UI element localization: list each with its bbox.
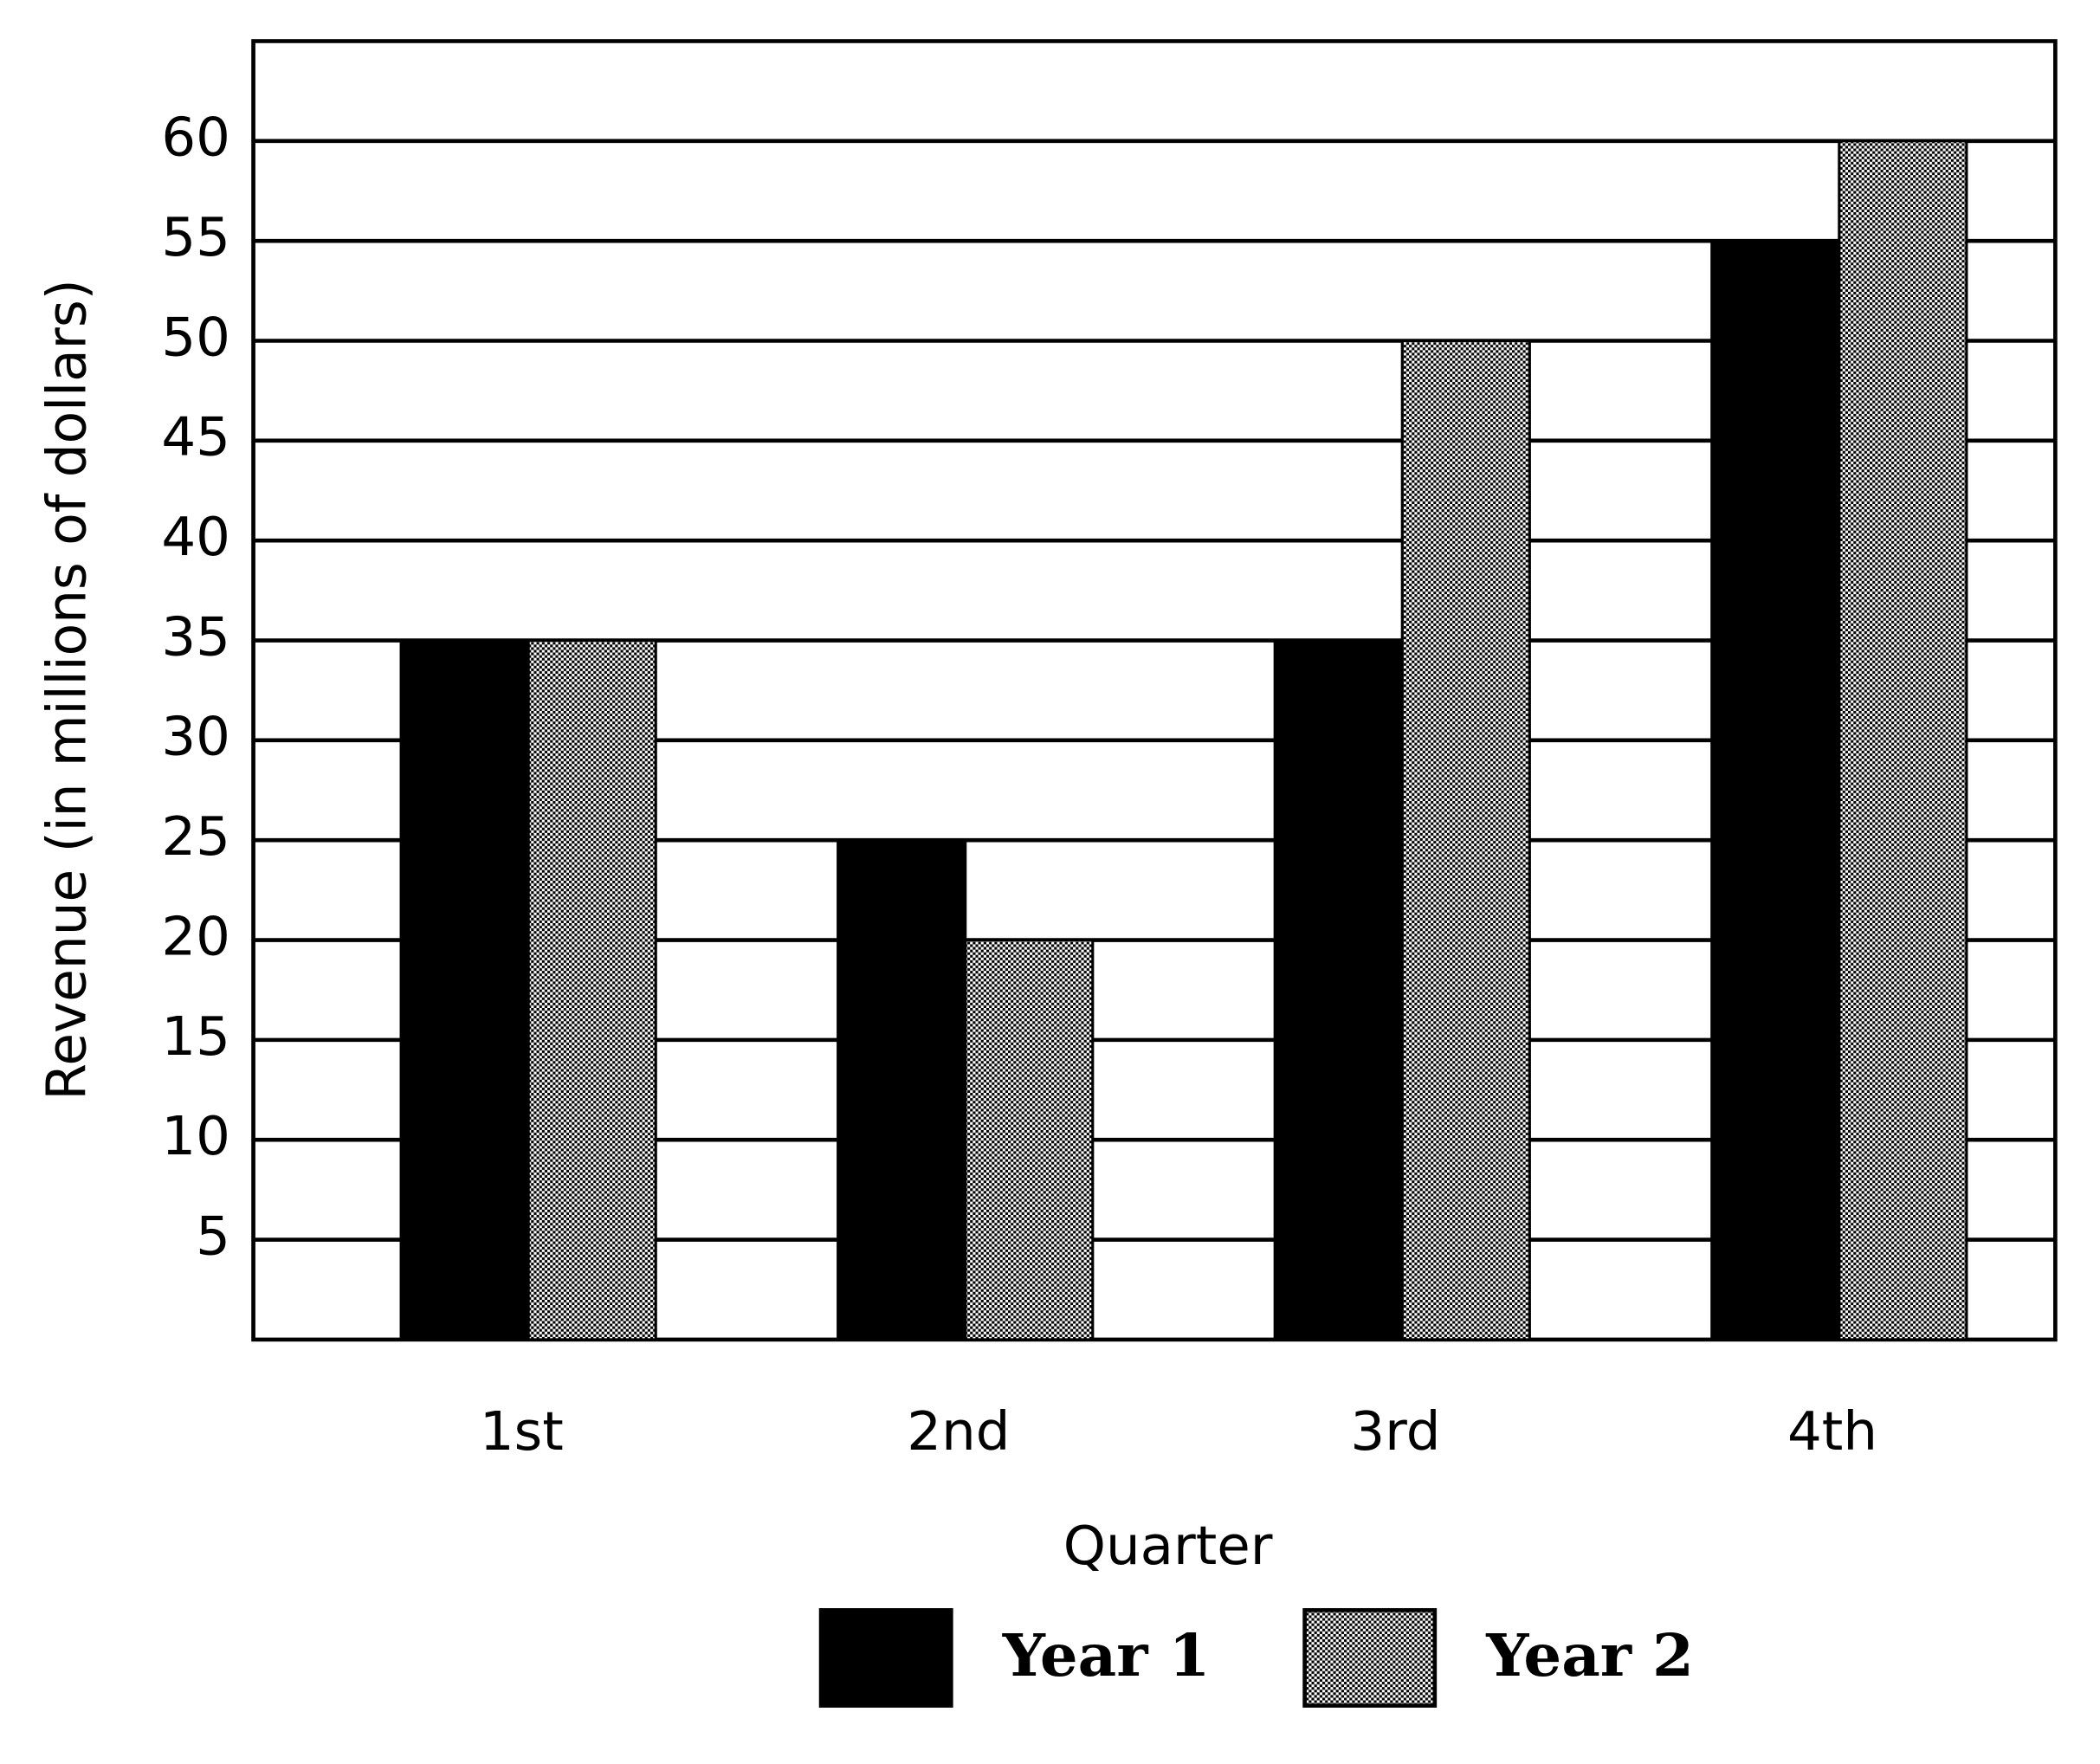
- bar: [837, 838, 967, 1341]
- x-tick-label: 2nd: [907, 1401, 1010, 1463]
- y-tick-label: 45: [161, 406, 230, 468]
- legend-swatch: [818, 1608, 953, 1708]
- legend-label: Year 2: [1485, 1622, 1694, 1690]
- bar: [1710, 239, 1841, 1341]
- y-tick-label: 10: [161, 1106, 230, 1167]
- legend-swatch: [1302, 1608, 1438, 1708]
- bar: [399, 638, 530, 1341]
- y-tick-label: 30: [161, 706, 230, 767]
- y-tick-label: 5: [196, 1205, 230, 1267]
- y-tick-label: 60: [161, 107, 230, 168]
- y-tick-label: 35: [161, 606, 230, 668]
- legend-label: Year 1: [1002, 1622, 1211, 1690]
- y-tick-label: 20: [161, 906, 230, 967]
- y-axis-title: Revenue (in millions of dollars): [36, 279, 99, 1100]
- x-tick-label: 3rd: [1350, 1401, 1440, 1463]
- y-tick-label: 25: [161, 806, 230, 868]
- bar: [527, 638, 657, 1341]
- y-tick-label: 40: [161, 507, 230, 568]
- x-axis-title: Quarter: [1063, 1515, 1273, 1576]
- y-tick-label: 15: [161, 1005, 230, 1067]
- bar: [1400, 339, 1531, 1341]
- x-tick-label: 1st: [480, 1401, 564, 1463]
- x-tick-label: 4th: [1787, 1401, 1877, 1463]
- y-tick-label: 50: [161, 307, 230, 368]
- bar: [964, 939, 1095, 1341]
- bar: [1838, 139, 1968, 1341]
- bar: [1273, 638, 1404, 1341]
- y-tick-label: 55: [161, 207, 230, 268]
